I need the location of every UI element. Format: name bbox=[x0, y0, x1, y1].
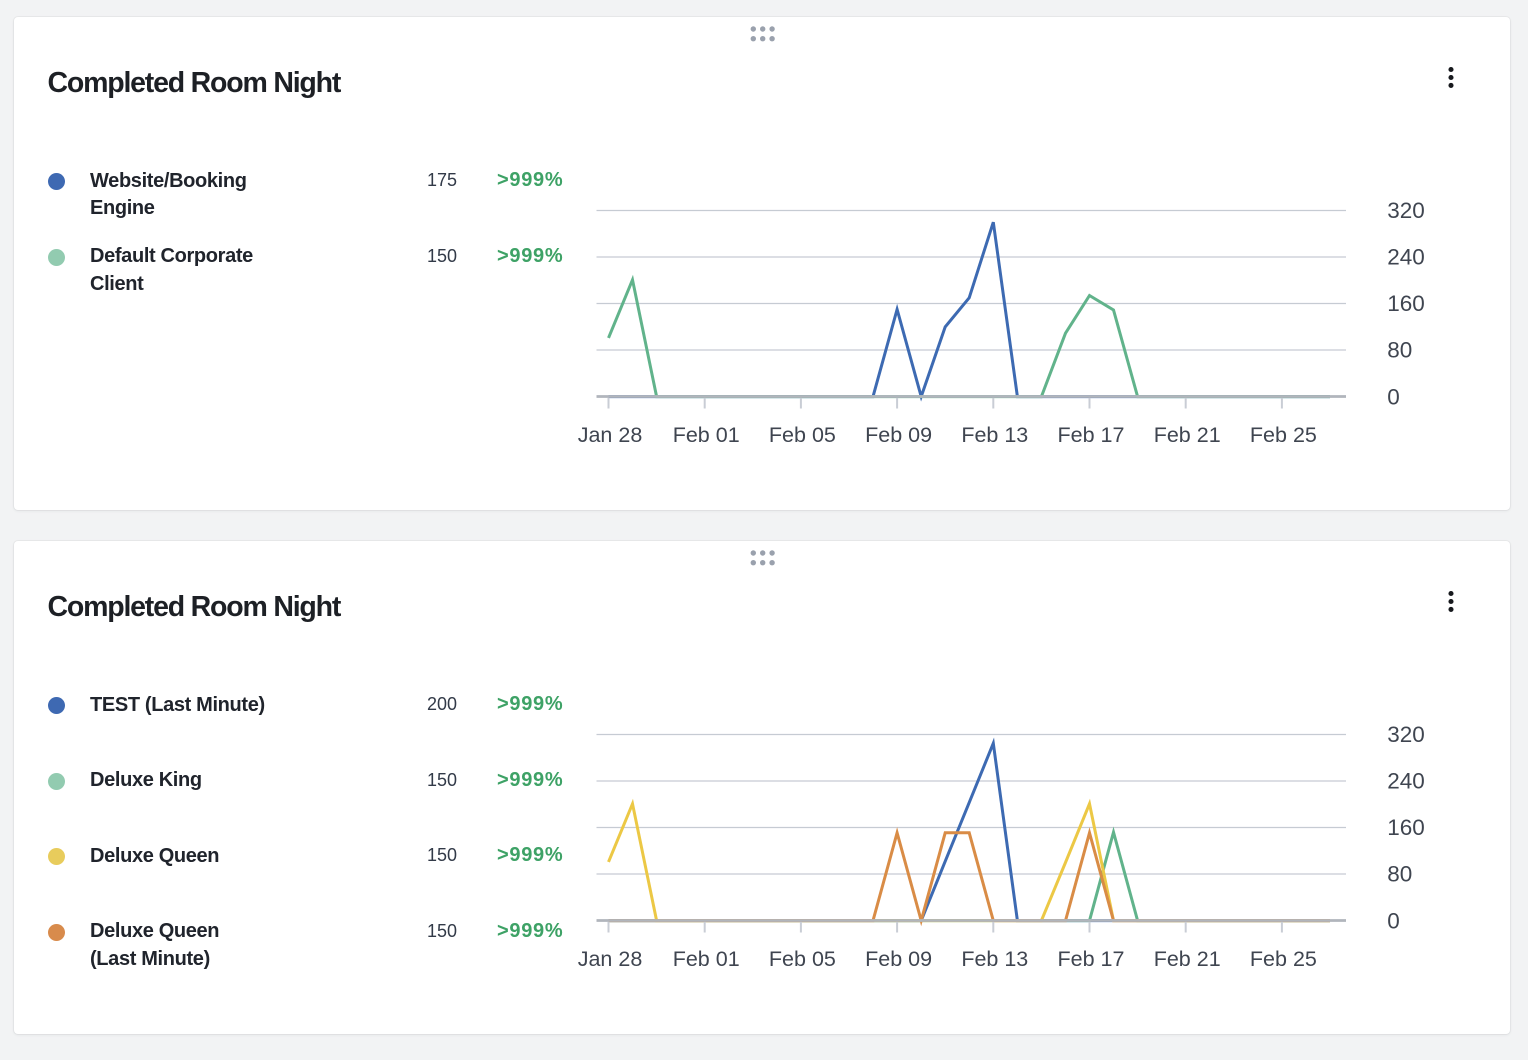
svg-text:Feb 17: Feb 17 bbox=[1058, 423, 1125, 447]
svg-text:Feb 01: Feb 01 bbox=[673, 423, 740, 447]
svg-text:Feb 05: Feb 05 bbox=[769, 423, 836, 447]
svg-text:Feb 17: Feb 17 bbox=[1058, 947, 1125, 971]
svg-text:Feb 13: Feb 13 bbox=[961, 947, 1028, 971]
svg-text:160: 160 bbox=[1387, 815, 1425, 840]
svg-text:Feb 13: Feb 13 bbox=[961, 423, 1028, 447]
svg-text:320: 320 bbox=[1387, 722, 1425, 747]
svg-text:Feb 09: Feb 09 bbox=[865, 947, 932, 971]
svg-text:80: 80 bbox=[1387, 338, 1412, 363]
svg-text:Feb 25: Feb 25 bbox=[1250, 947, 1317, 971]
svg-text:Feb 25: Feb 25 bbox=[1250, 423, 1317, 447]
svg-text:Feb 21: Feb 21 bbox=[1154, 947, 1221, 971]
svg-text:Jan 28: Jan 28 bbox=[578, 947, 643, 971]
svg-text:320: 320 bbox=[1387, 198, 1425, 223]
svg-text:0: 0 bbox=[1387, 908, 1400, 933]
svg-text:Feb 05: Feb 05 bbox=[769, 947, 836, 971]
svg-text:0: 0 bbox=[1387, 384, 1400, 409]
svg-text:240: 240 bbox=[1387, 769, 1425, 794]
svg-text:Feb 21: Feb 21 bbox=[1154, 423, 1221, 447]
svg-text:160: 160 bbox=[1387, 291, 1425, 316]
svg-text:240: 240 bbox=[1387, 245, 1425, 270]
svg-text:Feb 09: Feb 09 bbox=[865, 423, 932, 447]
svg-text:Jan 28: Jan 28 bbox=[578, 423, 643, 447]
svg-text:80: 80 bbox=[1387, 862, 1412, 887]
svg-text:Feb 01: Feb 01 bbox=[673, 947, 740, 971]
